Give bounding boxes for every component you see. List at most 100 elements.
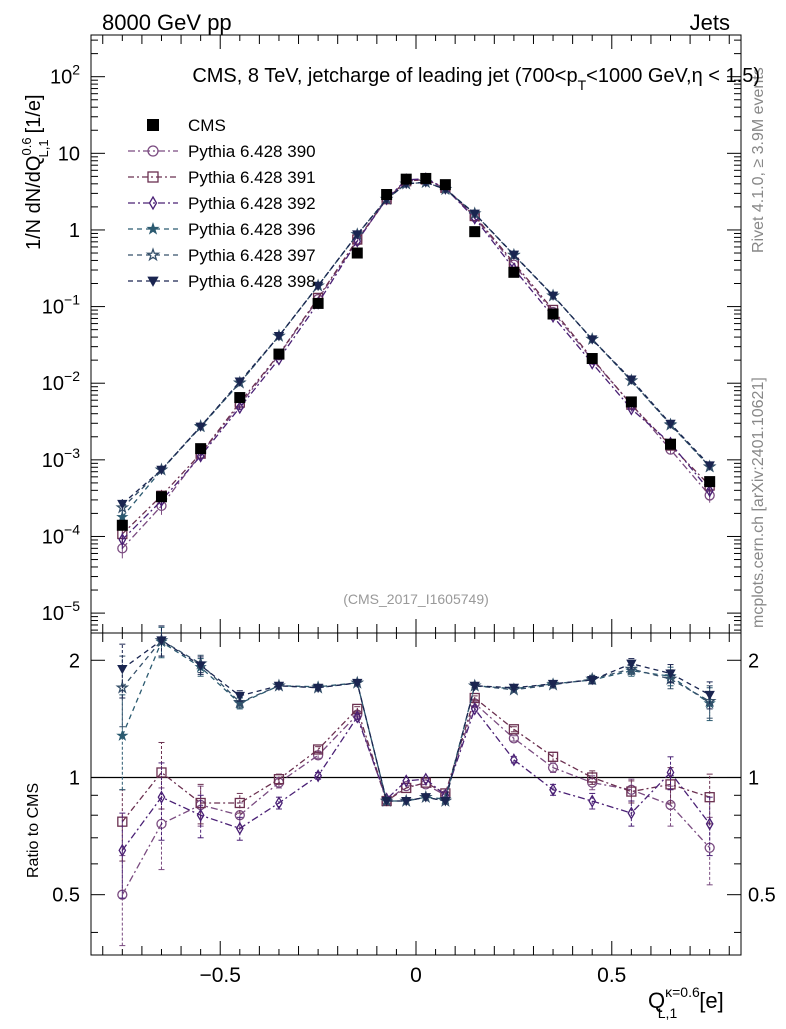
legend-label: CMS bbox=[188, 116, 226, 135]
legend-marker bbox=[147, 276, 159, 287]
legend-label: Pythia 6.428 390 bbox=[188, 142, 316, 161]
main-point bbox=[705, 484, 714, 498]
ratio-point bbox=[273, 681, 285, 692]
main-point bbox=[118, 532, 127, 547]
data-point bbox=[586, 353, 598, 365]
legend: CMS Pythia 6.428 390 Pythia 6.428 391 Pythi… bbox=[128, 116, 316, 291]
x-tick-label: 0.5 bbox=[597, 964, 626, 987]
ratio-point bbox=[547, 762, 559, 773]
data-point bbox=[420, 172, 432, 184]
data-point bbox=[351, 247, 363, 259]
ratio-point bbox=[312, 744, 324, 755]
main-point bbox=[273, 332, 285, 342]
legend-marker bbox=[145, 247, 161, 262]
ratio-point bbox=[118, 843, 127, 858]
ratio-point bbox=[440, 797, 451, 807]
main-series-line bbox=[121, 178, 711, 535]
main-point bbox=[547, 291, 559, 301]
data-point bbox=[195, 443, 207, 455]
ratio-series-line bbox=[121, 707, 711, 851]
data-point bbox=[400, 173, 412, 185]
ratio-y-tick-label-left: 2 bbox=[69, 650, 80, 672]
main-point bbox=[117, 499, 128, 510]
ratio-point bbox=[196, 808, 205, 822]
main-y-tick-label: 102 bbox=[50, 62, 80, 89]
ratio-point bbox=[234, 797, 245, 809]
data-point bbox=[547, 308, 559, 320]
ratio-y-axis-label: Ratio to CMS bbox=[25, 783, 42, 878]
main-point bbox=[156, 465, 167, 476]
main-point bbox=[469, 209, 480, 219]
axis-ticks: −0.5 0 0.5 102 10 1 10−1 10−2 10−3 10−4 10−5 2 2 1 1 0.… bbox=[42, 35, 776, 987]
main-y-tick-label: 10−5 bbox=[42, 598, 80, 625]
main-point bbox=[587, 335, 598, 345]
legend-marker bbox=[148, 195, 158, 211]
ratio-plot bbox=[91, 625, 741, 947]
data-point bbox=[704, 476, 716, 488]
ratio-point bbox=[626, 786, 637, 797]
ratio-y-tick-label-left: 0.5 bbox=[52, 885, 80, 907]
ratio-point bbox=[547, 751, 559, 762]
ratio-series-line bbox=[121, 639, 710, 802]
main-point bbox=[235, 400, 244, 415]
ratio-point bbox=[547, 679, 559, 690]
data-point bbox=[381, 189, 393, 201]
ratio-point bbox=[704, 792, 715, 803]
ratio-point bbox=[401, 797, 412, 807]
ratio-point bbox=[421, 772, 430, 786]
rivet-side-label: Rivet 4.1.0, ≥ 3.9M events bbox=[750, 67, 767, 253]
main-y-tick-label: 10−3 bbox=[42, 445, 80, 472]
data-point bbox=[234, 392, 246, 404]
ratio-series-line bbox=[121, 702, 711, 896]
ratio-point bbox=[273, 774, 285, 785]
main-plot bbox=[115, 172, 717, 559]
main-series-line bbox=[121, 181, 711, 505]
main-point bbox=[196, 449, 205, 463]
main-point bbox=[352, 230, 363, 240]
data-point bbox=[625, 396, 637, 408]
legend-label: Pythia 6.428 392 bbox=[188, 194, 316, 213]
main-y-tick-label: 10 bbox=[58, 143, 80, 165]
x-tick-label: 0 bbox=[410, 964, 422, 987]
data-point bbox=[469, 226, 481, 238]
legend-label: Pythia 6.428 398 bbox=[188, 272, 316, 291]
main-point bbox=[195, 422, 206, 432]
ratio-point bbox=[666, 765, 675, 780]
main-point bbox=[626, 375, 637, 385]
ratio-point bbox=[352, 678, 363, 689]
main-series-line bbox=[121, 181, 711, 509]
ratio-point bbox=[508, 683, 520, 694]
data-point bbox=[116, 519, 128, 531]
ratio-point bbox=[156, 636, 167, 646]
ratio-point bbox=[420, 793, 431, 803]
main-y-axis-label: 1/N dN/dQ0.6 L,1[1/e] bbox=[19, 94, 51, 250]
header-right-label: Jets bbox=[690, 10, 730, 35]
ratio-point bbox=[402, 774, 411, 788]
data-point bbox=[508, 266, 520, 278]
ratio-point bbox=[117, 664, 128, 675]
ratio-point bbox=[232, 695, 247, 709]
ratio-y-tick-label-right: 2 bbox=[748, 650, 759, 672]
ratio-point bbox=[624, 661, 639, 675]
ratio-point bbox=[705, 817, 714, 831]
ratio-point bbox=[235, 821, 244, 836]
chart-title: CMS, 8 TeV, jetcharge of leading jet (70… bbox=[192, 65, 760, 93]
legend-marker bbox=[146, 221, 160, 235]
main-point bbox=[116, 510, 129, 523]
legend-label: Pythia 6.428 396 bbox=[188, 220, 316, 239]
ratio-point bbox=[588, 794, 597, 808]
ratio-point bbox=[115, 680, 130, 694]
ratio-point bbox=[312, 683, 324, 694]
ratio-point bbox=[587, 772, 598, 783]
x-axis-label: Qκ=0.6 L,1 [e] bbox=[648, 984, 724, 1021]
main-point bbox=[234, 377, 245, 387]
main-point bbox=[115, 500, 130, 514]
main-y-tick-label: 10−4 bbox=[42, 521, 80, 548]
analysis-id-label: (CMS_2017_I1605749) bbox=[343, 591, 489, 607]
ratio-point bbox=[234, 691, 245, 702]
ratio-point bbox=[157, 790, 166, 804]
main-y-tick-label: 10−1 bbox=[42, 292, 80, 319]
data-point bbox=[439, 179, 451, 191]
main-point bbox=[353, 234, 362, 248]
